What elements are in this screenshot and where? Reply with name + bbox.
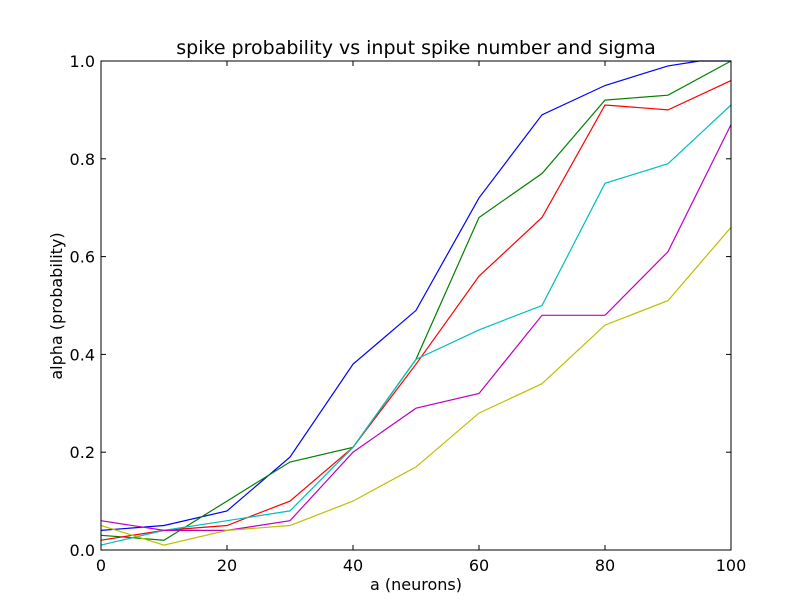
series-line-6 bbox=[100, 226, 732, 546]
y-axis-label: alpha (probability) bbox=[47, 232, 66, 379]
y-tick-label: 0.4 bbox=[70, 345, 95, 364]
y-tick-label: 0.8 bbox=[70, 150, 95, 169]
tick-layer: 0 20 40 60 80 100 0.0 0.2 0.4 0.6 0.8 1.0 bbox=[70, 52, 747, 575]
series-layer bbox=[100, 60, 732, 546]
series-line-5 bbox=[100, 124, 732, 532]
x-tick-label: 100 bbox=[716, 556, 747, 575]
series-line-4 bbox=[100, 104, 732, 546]
y-tick-label: 0.6 bbox=[70, 248, 95, 267]
x-tick-label: 20 bbox=[217, 556, 237, 575]
series-line-3 bbox=[100, 80, 732, 541]
y-tick-label: 1.0 bbox=[70, 52, 95, 71]
x-tick-label: 0 bbox=[96, 556, 106, 575]
x-tick-label: 80 bbox=[595, 556, 615, 575]
y-tick-label: 0.2 bbox=[70, 443, 95, 462]
x-tick-label: 40 bbox=[343, 556, 363, 575]
chart-title: spike probability vs input spike number … bbox=[176, 37, 655, 59]
x-tick-label: 60 bbox=[469, 556, 489, 575]
series-line-2 bbox=[100, 60, 732, 541]
y-tick-label: 0.0 bbox=[70, 541, 95, 560]
plot-frame bbox=[100, 60, 732, 551]
series-line-1 bbox=[100, 60, 731, 531]
x-axis-label: a (neurons) bbox=[370, 575, 462, 594]
